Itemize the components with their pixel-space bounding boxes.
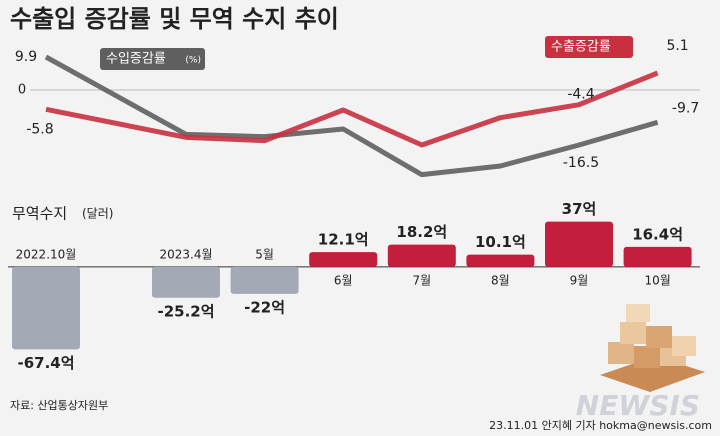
bar [545, 221, 613, 267]
credit: 23.11.01 안지혜 기자 hokma@newsis.com [489, 419, 712, 432]
value-label: 9.9 [15, 49, 37, 65]
x-tick-label: 2022.10월 [16, 247, 77, 261]
value-label: 16.4억 [632, 225, 683, 243]
x-tick-label: 7월 [412, 273, 431, 287]
legend-box [100, 48, 205, 70]
value-label: 37억 [562, 200, 597, 218]
legend-box [545, 36, 633, 58]
value-label: 12.1억 [318, 231, 369, 249]
value-label: -25.2억 [157, 302, 214, 320]
boxes-illustration [600, 304, 705, 392]
bar [12, 266, 80, 350]
title: 수출입 증감률 및 무역 수지 추이 [10, 5, 339, 33]
value-label: -67.4억 [17, 354, 74, 372]
bar [387, 244, 456, 267]
legend-label: 수출증감률 [551, 40, 611, 55]
series-line [45, 70, 659, 148]
bar-chart-subtitle: (달러) [82, 207, 113, 221]
bar [152, 266, 220, 298]
x-tick-label: 9월 [570, 273, 589, 287]
y-tick-label: 0 [18, 83, 26, 98]
x-tick-label: 6월 [334, 273, 353, 287]
value-label: -22억 [244, 298, 285, 316]
legend-unit: (%) [185, 56, 201, 66]
series-line [44, 54, 659, 178]
bar-chart-title: 무역수지 [12, 205, 67, 223]
value-label: -16.5 [563, 155, 599, 171]
x-tick-label: 5월 [255, 247, 274, 261]
bar [230, 266, 299, 294]
value-label: -9.7 [672, 100, 699, 116]
x-tick-label: 10월 [644, 273, 670, 287]
value-label: -5.8 [26, 121, 53, 137]
value-label: -4.4 [567, 87, 594, 103]
value-label: 5.1 [666, 38, 688, 54]
value-label: 18.2억 [396, 223, 447, 241]
bar [466, 254, 535, 267]
source: 자료: 산업통상자원부 [10, 399, 108, 412]
x-tick-label: 8월 [491, 273, 510, 287]
x-tick-label: 2023.4월 [159, 247, 212, 261]
watermark: NEWSIS [576, 389, 700, 422]
bar [309, 252, 378, 267]
bar [623, 246, 692, 267]
legend-label: 수입증감률 [106, 52, 166, 67]
value-label: 10.1억 [475, 233, 526, 251]
